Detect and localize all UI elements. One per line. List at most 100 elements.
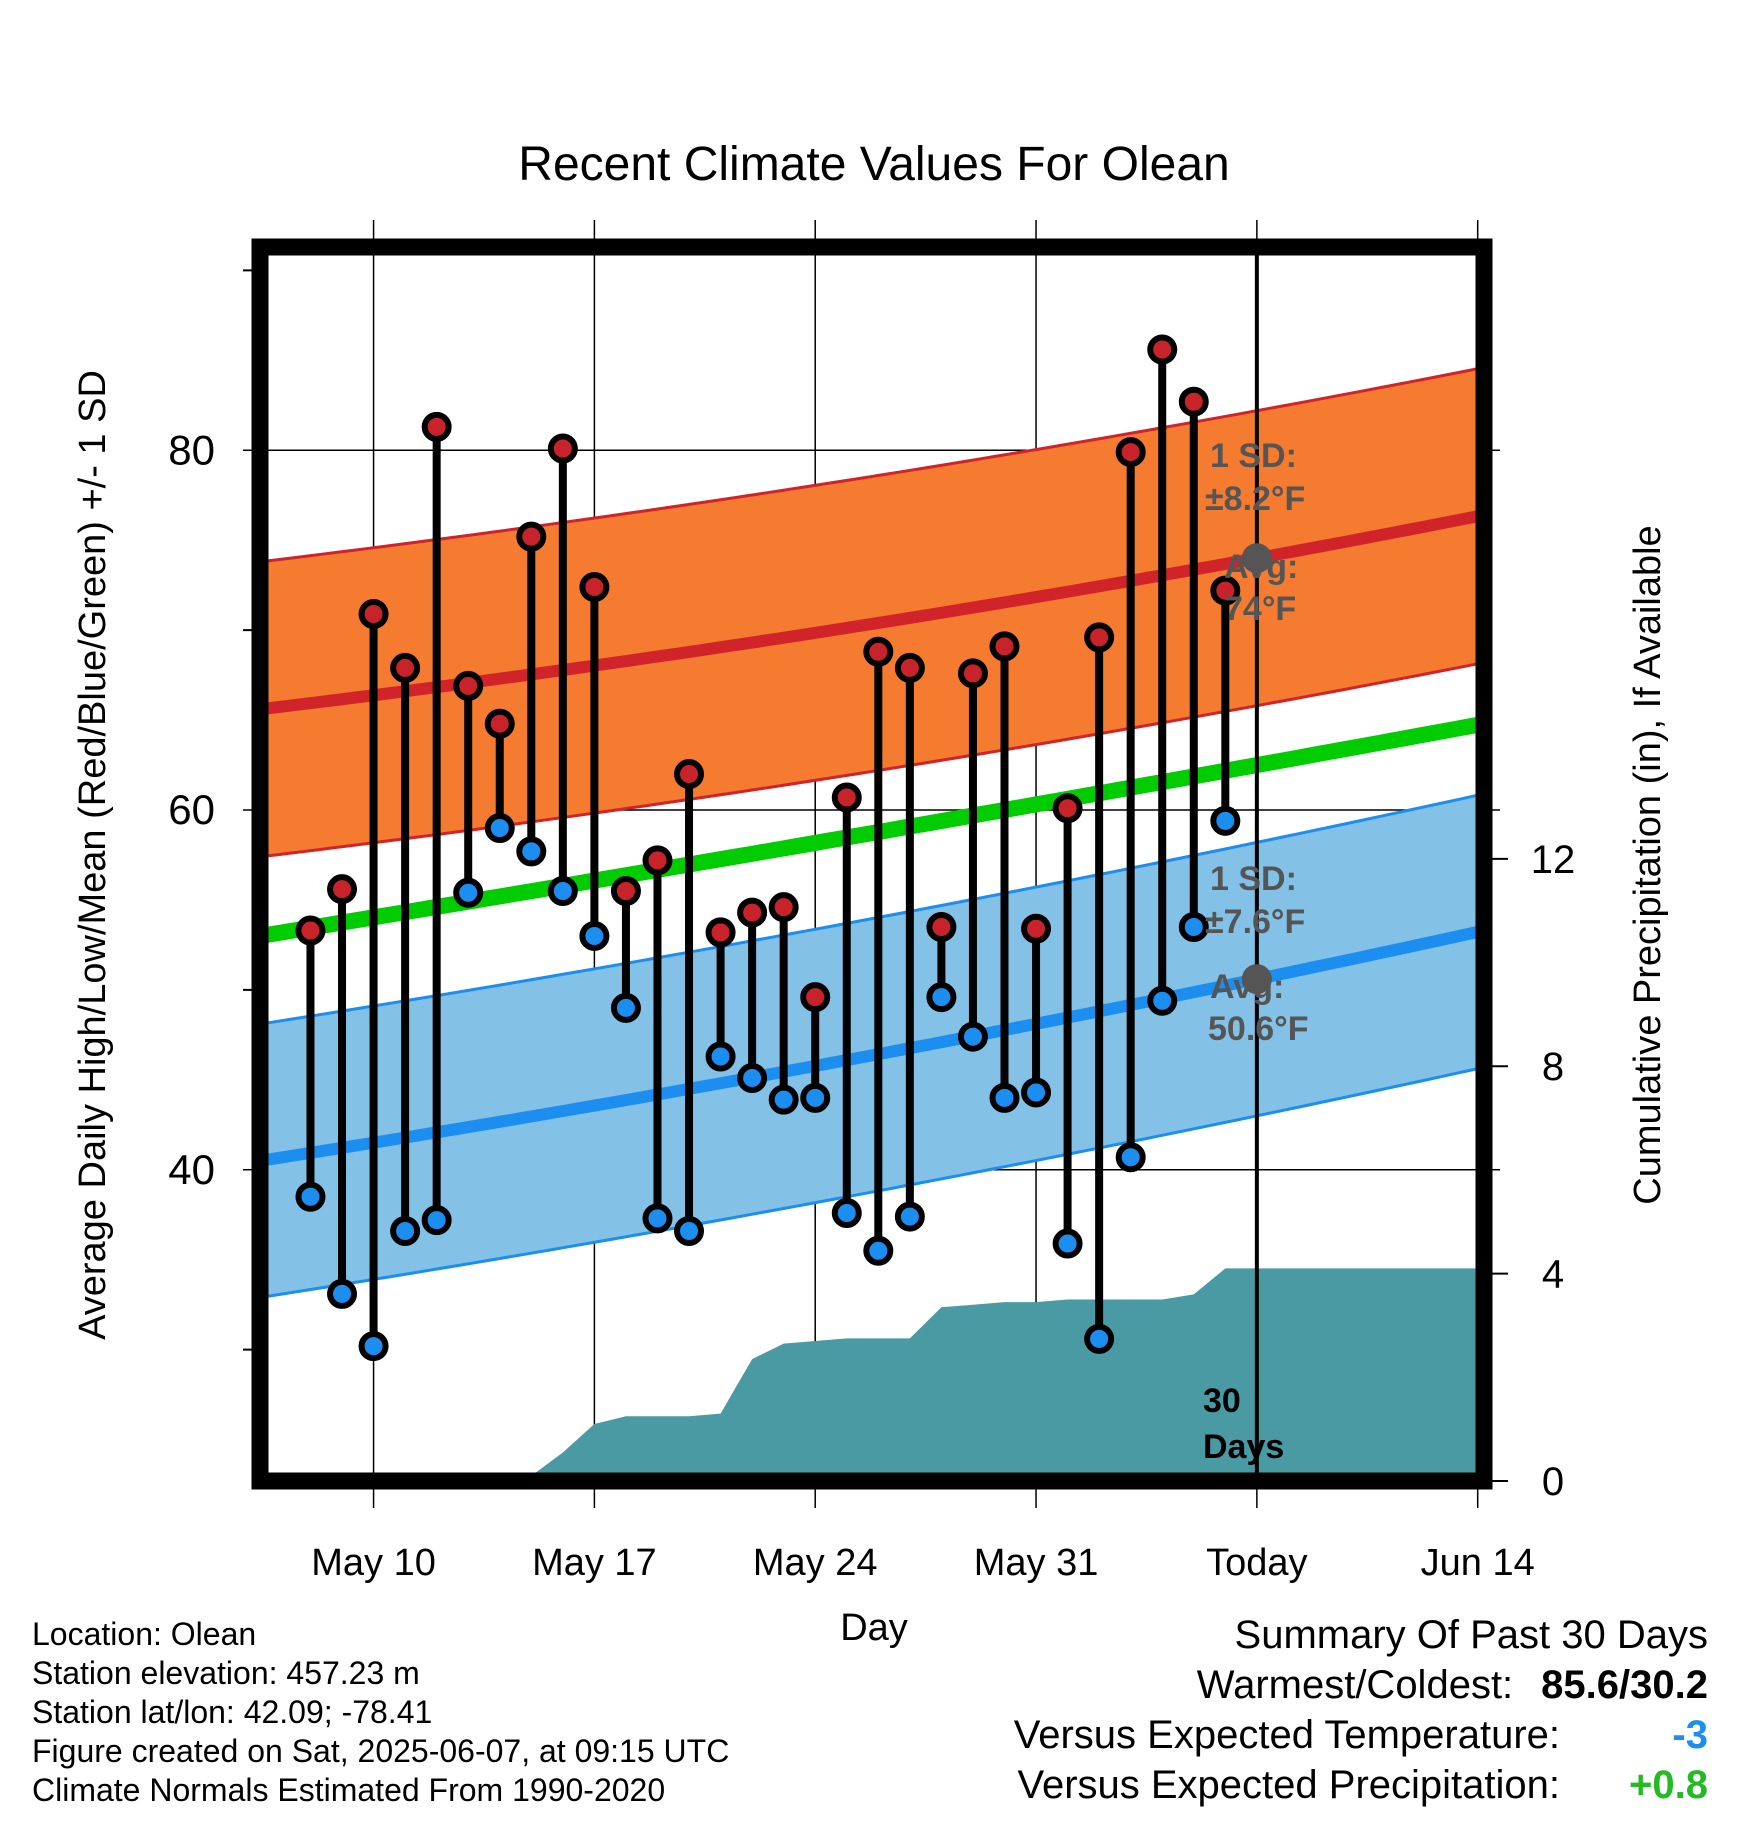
high-band-lower-edge [260,661,1484,859]
days-word-label: Days [1203,1428,1284,1466]
high-point [737,897,768,928]
high-point [1147,334,1178,365]
summary-panel: Summary Of Past 30 Days Warmest/Coldest:… [1014,1610,1708,1810]
high-point [421,411,452,442]
location-text: Location: Olean [32,1616,257,1652]
low-point [800,1082,831,1113]
precip-area-group [310,1268,1484,1481]
low-point [547,875,578,906]
precip-area [310,1268,1484,1481]
low-point [674,1215,705,1246]
high-point [358,598,389,629]
high-point [1084,622,1115,653]
low-point [390,1215,421,1246]
warm-cold-row: Warmest/Coldest: 85.6/30.2 [1014,1660,1708,1710]
low-point [768,1084,799,1115]
y-tick-label: 40 [168,1146,215,1193]
high-point [1021,913,1052,944]
y2-tick-label: 8 [1542,1045,1564,1089]
high-point [989,631,1020,662]
created-text: Figure created on Sat, 2025-06-07, at 09… [32,1733,730,1769]
latlon-text: Station lat/lon: 42.09; -78.41 [32,1694,433,1730]
station-info: Location: Olean Station elevation: 457.2… [32,1615,729,1810]
low-point [484,813,515,844]
high-point [1115,437,1146,468]
x-tick-label: Jun 14 [1421,1542,1535,1584]
x-tick-label: May 24 [753,1542,878,1584]
normal-low-line [260,924,1484,1167]
daily-temperature-bars [295,334,1241,1362]
high-point [1178,386,1209,417]
low-band-upper-edge [260,792,1484,1026]
low-point [831,1197,862,1228]
low-point [957,1021,988,1052]
low-point [516,836,547,867]
normals-text: Climate Normals Estimated From 1990-2020 [32,1772,666,1808]
low-point [1147,985,1178,1016]
low-point [1052,1228,1083,1259]
y2-tick-label: 0 [1542,1460,1564,1504]
plot-frame [251,238,1493,1490]
precip-row: Versus Expected Precipitation: +0.8 [1014,1760,1708,1810]
chart-title: Recent Climate Values For Olean [518,138,1229,191]
low-point [453,877,484,908]
high-point [863,636,894,667]
y-tick-label: 60 [168,786,215,833]
x-tick-label: May 10 [311,1542,436,1584]
x-axis-label: Day [840,1607,908,1649]
high-point [390,652,421,683]
high-point [295,915,326,946]
high-point [800,982,831,1013]
high-point [674,759,705,790]
low-point [894,1201,925,1232]
low-sd-band [260,793,1484,1298]
low-band-lower-edge [260,1065,1484,1300]
high-point [327,874,358,905]
y-tick-label: 80 [168,426,215,473]
temp-label: Versus Expected Temperature: [1013,1713,1560,1757]
high-point [831,782,862,813]
y2-tick-label: 4 [1542,1253,1564,1297]
low-sd-label: 1 SD: [1210,860,1297,898]
low-point [358,1331,389,1362]
low-point [1210,805,1241,836]
high-point [926,911,957,942]
warm-cold-value: 85.6/30.2 [1541,1663,1708,1707]
precip-label: Versus Expected Precipitation: [1017,1763,1560,1807]
summary-title: Summary Of Past 30 Days [1234,1613,1708,1657]
low-point [1021,1077,1052,1108]
temp-value: -3 [1672,1713,1708,1757]
high-point [1052,793,1083,824]
high-point [547,433,578,464]
high-avg-dot [1241,543,1272,574]
low-point [579,920,610,951]
low-avg-label: Avg: [1210,968,1284,1006]
low-point [863,1235,894,1266]
low-point [926,982,957,1013]
x-tick-label: May 17 [532,1542,657,1584]
high-point [642,845,673,876]
high-avg-label: Avg: [1224,548,1298,586]
y2-axis-label: Cumulative Precipitation (in), If Availa… [1627,525,1669,1204]
sd-annotations: 1 SD: ±8.2°F Avg: 74°F 1 SD: ±7.6°F Avg:… [1203,437,1309,1466]
warm-cold-label: Warmest/Coldest: [1196,1663,1514,1707]
high-point [579,571,610,602]
low-point [737,1063,768,1094]
x-tick-label: Today [1206,1542,1307,1584]
elevation-text: Station elevation: 457.23 m [32,1655,420,1691]
low-point [610,992,641,1023]
high-avg-value: 74°F [1224,590,1296,628]
high-point [957,658,988,689]
low-point [1115,1142,1146,1173]
low-point [421,1205,452,1236]
high-sd-value: ±8.2°F [1205,480,1305,518]
low-point [295,1181,326,1212]
low-sd-value: ±7.6°F [1205,903,1305,941]
low-point [1178,911,1209,942]
days-count-label: 30 [1203,1382,1241,1420]
high-point [516,521,547,552]
low-point [327,1278,358,1309]
today-marker [1241,247,1272,1481]
high-point [894,652,925,683]
